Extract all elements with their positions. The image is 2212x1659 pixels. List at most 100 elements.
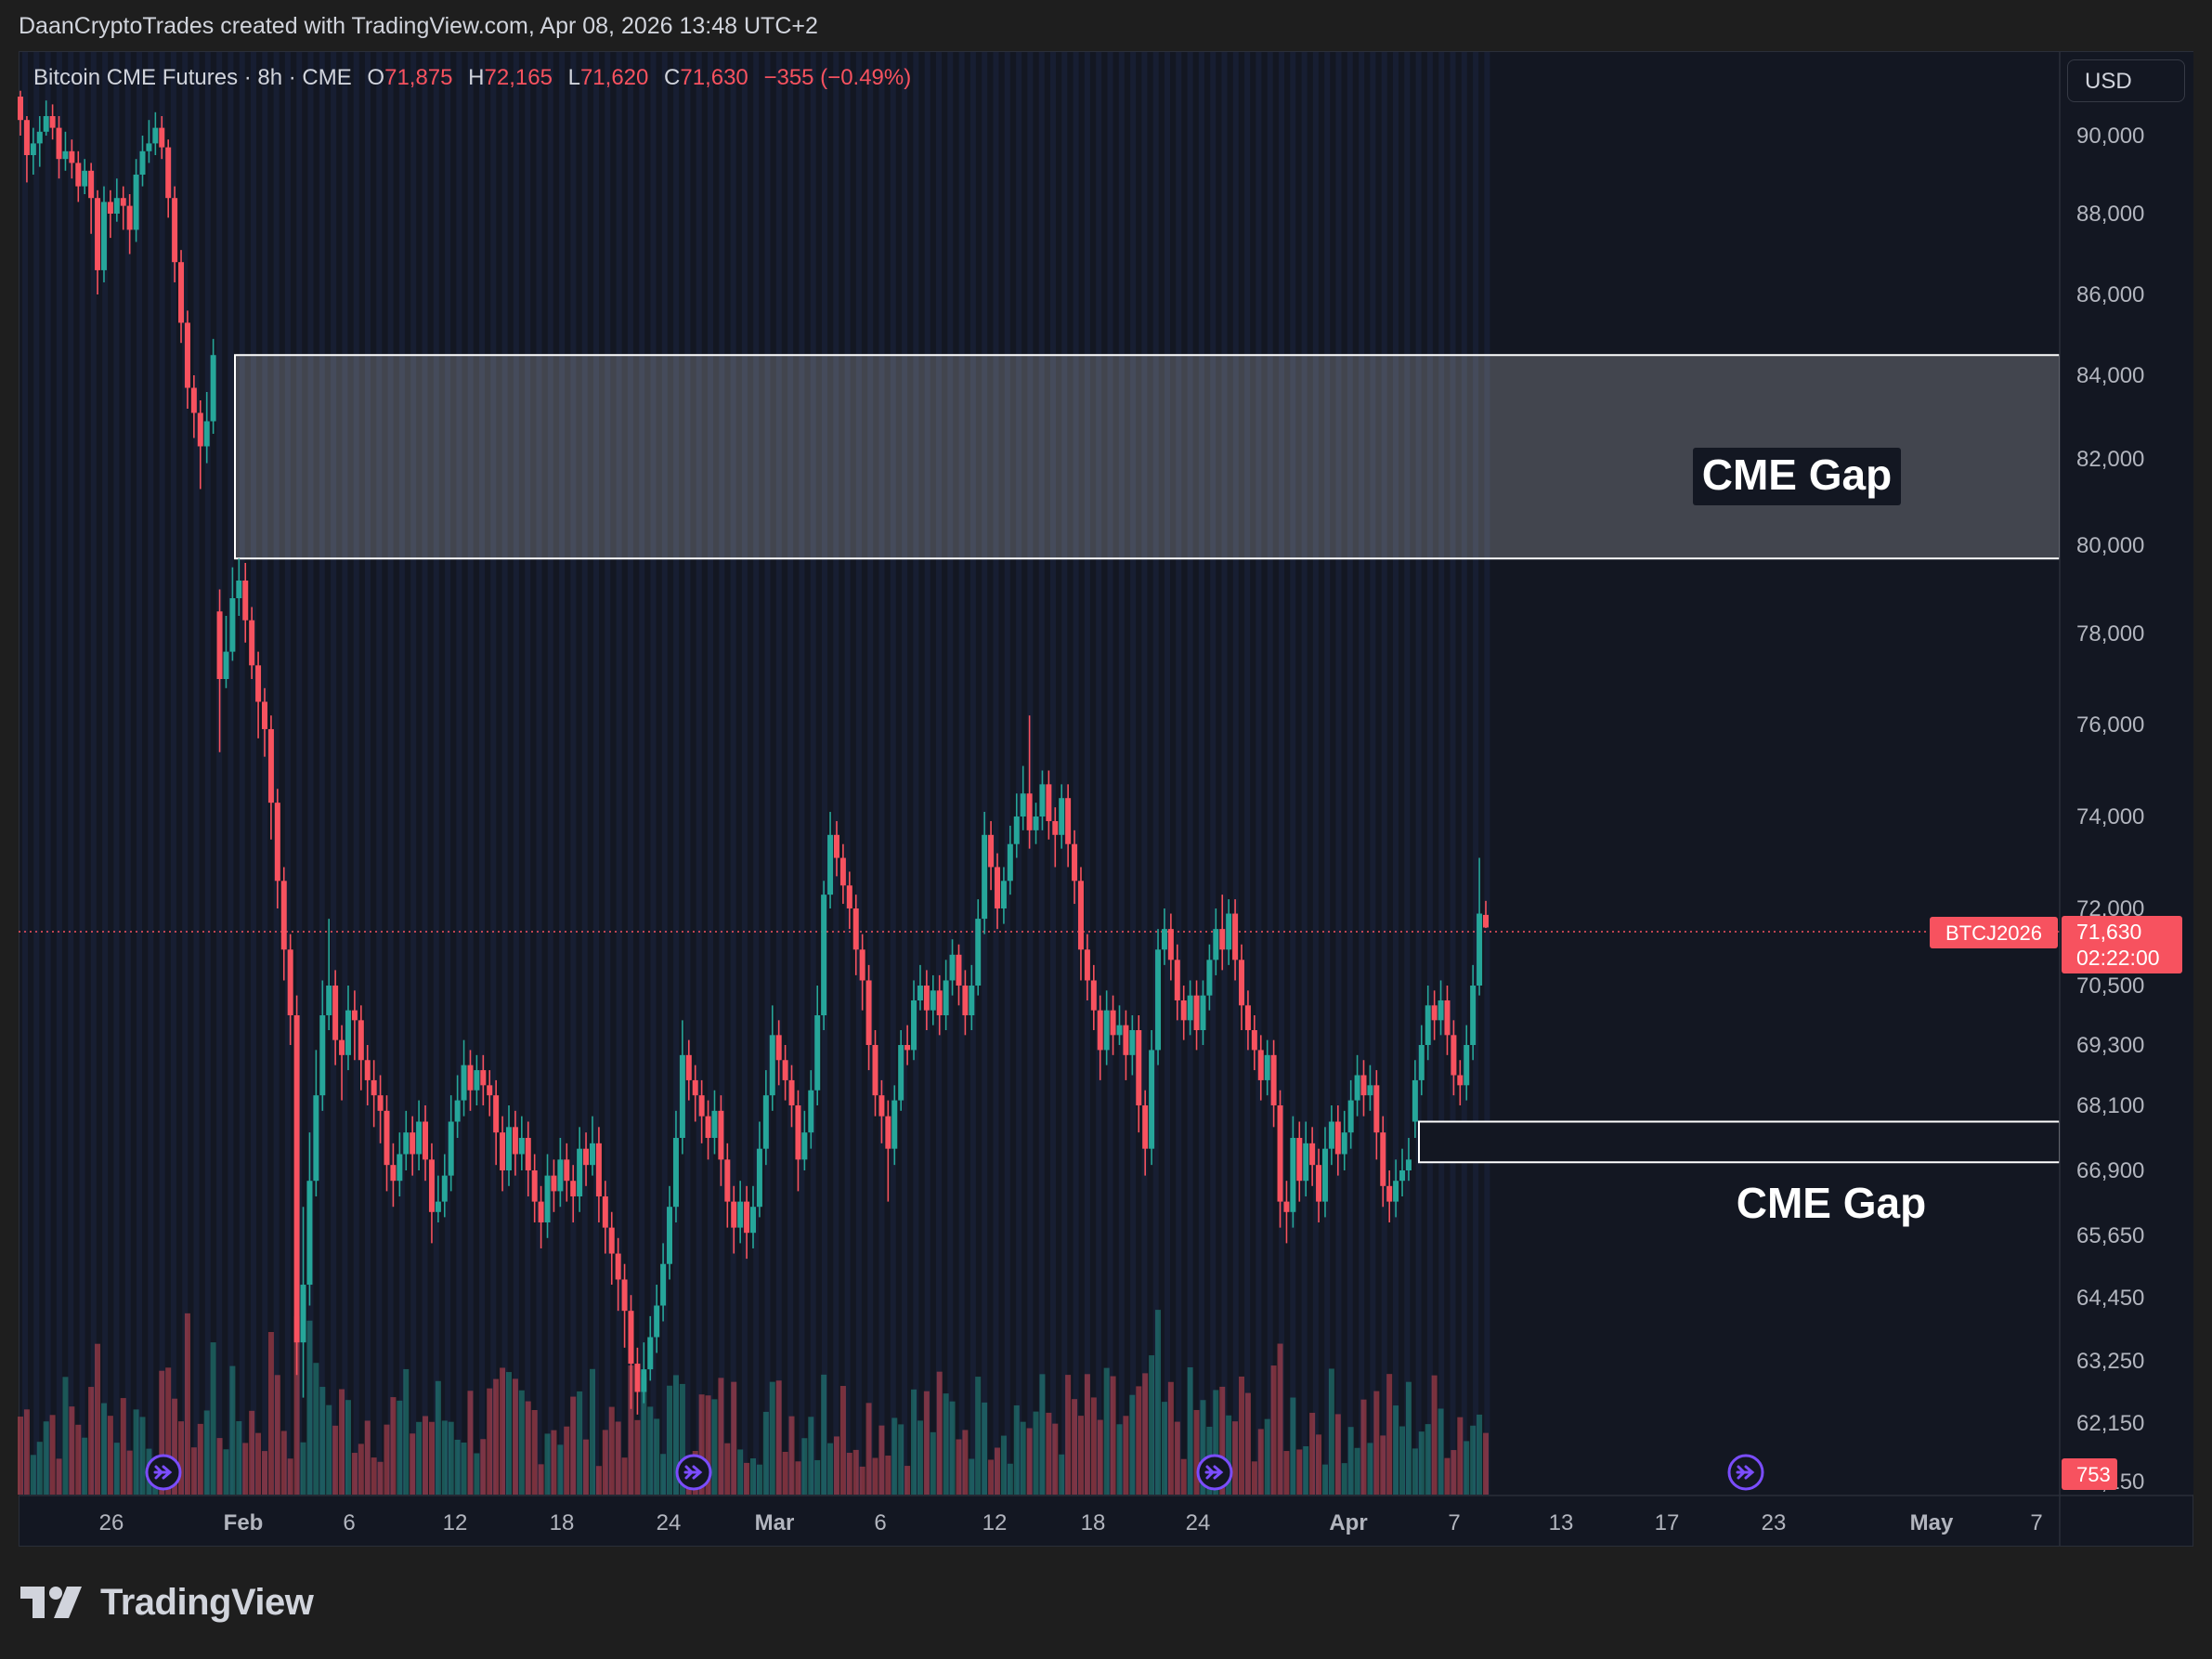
session-band <box>605 52 611 1495</box>
candle-body <box>724 1159 731 1202</box>
volume-bar <box>18 1417 23 1495</box>
volume-bar <box>724 1443 731 1495</box>
time-tick-label: 6 <box>343 1510 355 1535</box>
volume-bar <box>1142 1373 1149 1495</box>
session-band <box>924 52 930 1495</box>
volume-bar <box>506 1372 512 1495</box>
candle-body <box>1431 1005 1438 1021</box>
volume-bar <box>262 1451 267 1495</box>
session-band <box>581 52 588 1495</box>
volume-bar <box>904 1466 911 1495</box>
volume-bar <box>1136 1386 1142 1495</box>
volume-bar <box>287 1458 293 1495</box>
candle-body <box>692 1079 698 1096</box>
candle-body <box>685 1054 692 1080</box>
event-marker-icon[interactable] <box>145 1454 182 1491</box>
volume-bar <box>358 1443 364 1495</box>
session-band <box>570 52 577 1495</box>
candle-body <box>1180 1000 1187 1021</box>
volume-bar <box>1084 1374 1090 1495</box>
volume-bar <box>595 1466 602 1495</box>
session-band <box>1438 52 1445 1495</box>
price-tick-label: 65,650 <box>2076 1223 2144 1248</box>
time-tick-label: 18 <box>550 1510 575 1535</box>
candle-body <box>917 986 923 1000</box>
currency-button[interactable]: USD <box>2067 59 2185 102</box>
volume-bar <box>525 1401 531 1495</box>
candle-body <box>1072 843 1078 882</box>
volume-bar <box>930 1431 936 1495</box>
volume-bar <box>332 1425 339 1495</box>
session-band <box>616 52 622 1495</box>
volume-bar <box>641 1378 647 1495</box>
session-band <box>513 52 519 1495</box>
open-value: 71,875 <box>384 65 453 90</box>
candle-body <box>178 262 185 323</box>
volume-bar <box>705 1395 711 1495</box>
candle-body <box>1110 1010 1116 1036</box>
candle-body <box>441 1175 448 1202</box>
session-band <box>1073 52 1079 1495</box>
event-marker-icon[interactable] <box>1727 1454 1764 1491</box>
session-band <box>1393 52 1399 1495</box>
candle-body <box>236 581 242 598</box>
price-tick-label: 62,150 <box>2076 1411 2144 1436</box>
candle-body <box>293 1015 300 1343</box>
candle-body <box>904 1045 911 1051</box>
candle-body <box>891 1100 898 1149</box>
volume-bar <box>178 1421 185 1495</box>
candle-body <box>210 355 216 422</box>
session-band <box>684 52 691 1495</box>
event-marker-icon[interactable] <box>675 1454 712 1491</box>
candle-body <box>255 665 262 702</box>
session-band <box>1473 52 1479 1495</box>
low-value: 71,620 <box>579 65 649 90</box>
session-band <box>148 52 154 1495</box>
volume-bar <box>949 1401 956 1495</box>
session-band <box>867 52 874 1495</box>
volume-bar <box>936 1371 943 1495</box>
candle-body <box>1399 1170 1406 1182</box>
candle-body <box>634 1364 641 1392</box>
candle-body <box>1405 1159 1412 1170</box>
cme-gap-zone[interactable] <box>1418 1120 2061 1164</box>
volume-bar <box>1290 1397 1296 1495</box>
price-axis[interactable] <box>2060 52 2193 1495</box>
candle-body <box>1380 1132 1386 1186</box>
time-tick-label: May <box>1910 1510 1954 1535</box>
volume-bar <box>518 1390 525 1495</box>
candle-body <box>339 1039 345 1055</box>
candle-body <box>672 1138 679 1208</box>
volume-bars <box>18 1310 1489 1495</box>
candle-body <box>1167 929 1174 960</box>
volume-bar <box>435 1380 441 1495</box>
time-tick-label: 24 <box>1186 1510 1211 1535</box>
candle-body <box>782 1060 788 1080</box>
price-tick-label: 76,000 <box>2076 712 2144 738</box>
volume-bar <box>428 1421 435 1495</box>
candle-body <box>660 1263 667 1306</box>
candle-body <box>731 1201 737 1228</box>
candle-body <box>126 205 133 230</box>
candle-body <box>608 1227 615 1254</box>
volume-bar <box>43 1421 49 1495</box>
candle-body <box>821 895 827 1015</box>
session-band <box>433 52 439 1495</box>
volume-bar <box>821 1374 827 1495</box>
time-tick-label: 7 <box>2030 1510 2042 1535</box>
session-band <box>239 52 245 1495</box>
event-marker-icon[interactable] <box>1196 1454 1233 1491</box>
volume-bar <box>1283 1451 1290 1495</box>
volume-bar <box>280 1430 287 1495</box>
candle-body <box>930 990 936 1011</box>
session-band <box>467 52 474 1495</box>
volume-bar <box>1187 1366 1193 1495</box>
candle-body <box>242 581 249 620</box>
session-band <box>79 52 85 1495</box>
candle-body <box>274 803 280 882</box>
volume-bar <box>1033 1411 1039 1495</box>
tradingview-logo[interactable]: TradingView <box>20 1579 314 1626</box>
session-band <box>1165 52 1170 1495</box>
time-tick-label: 12 <box>982 1510 1008 1535</box>
